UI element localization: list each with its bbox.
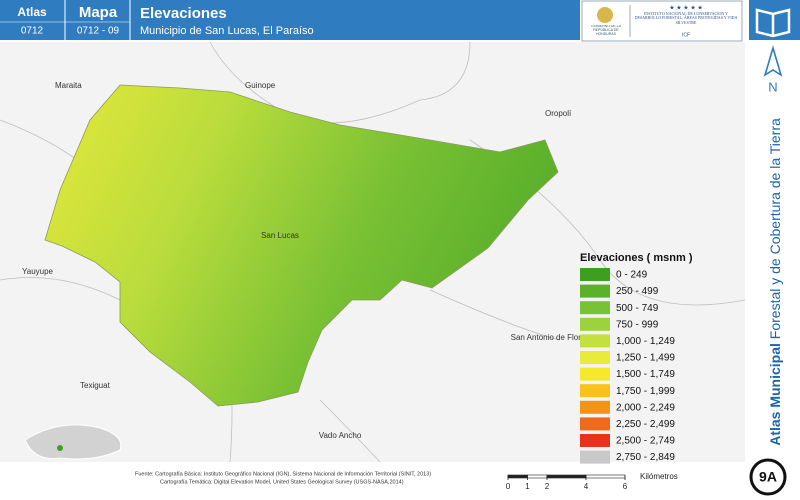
book-icon xyxy=(755,8,791,38)
scale-segment xyxy=(527,474,548,479)
legend-swatch xyxy=(580,284,610,298)
logo-right: INSTITUTO NACIONAL DE CONSERVACIÓN Y DES… xyxy=(634,12,738,25)
legend-title: Elevaciones ( msnm ) xyxy=(580,252,693,264)
place-label: Maraita xyxy=(55,81,82,90)
logo-left: GOBIERNO DE LA REPÚBLICA DE HONDURAS xyxy=(591,25,621,36)
legend-label: 2,500 - 2,749 xyxy=(616,436,675,447)
legend-swatch xyxy=(580,367,610,381)
logo-right-frame: INSTITUTO NACIONAL DE CONSERVACIÓN Y DES… xyxy=(634,12,738,25)
place-label: San Lucas xyxy=(261,231,299,240)
legend-label: 500 - 749 xyxy=(616,303,659,314)
legend-label: 2,750 - 2,849 xyxy=(616,452,675,463)
legend-swatch xyxy=(580,334,610,348)
legend-label: 250 - 499 xyxy=(616,286,659,297)
scale-bar: 0 1 2 4 6 Kilómetros xyxy=(506,472,678,491)
place-label: Yauyupe xyxy=(22,267,54,276)
atlas-vertical-title: Atlas Municipal Forestal y de Cobertura … xyxy=(767,118,783,446)
scale-tick-label: 0 xyxy=(506,482,511,491)
inset-location xyxy=(57,445,63,451)
atlas-code: 0712 xyxy=(21,26,44,37)
north-label: N xyxy=(768,79,777,94)
legend-label: 1,500 - 1,749 xyxy=(616,369,675,380)
legend-swatch xyxy=(580,417,610,431)
legend-label: 750 - 999 xyxy=(616,319,659,330)
header-bar xyxy=(0,0,580,40)
scale-segment xyxy=(585,474,626,479)
legend-swatch xyxy=(580,450,610,464)
legend-swatch xyxy=(580,384,610,398)
municipality-area xyxy=(44,84,559,407)
legend-swatch xyxy=(580,268,610,281)
legend-swatch xyxy=(580,317,610,331)
legend-label: 2,250 - 2,499 xyxy=(616,419,675,430)
logo-stars: ★ ★ ★ ★ ★ xyxy=(669,5,703,12)
map-subtitle: Municipio de San Lucas, El Paraíso xyxy=(140,25,314,37)
legend-label: 1,250 - 1,499 xyxy=(616,353,675,364)
map-label: Mapa xyxy=(79,4,118,21)
legend-swatch xyxy=(580,301,610,315)
map-code: 0712 - 09 xyxy=(77,26,120,37)
legend: 0 - 249 250 - 499 500 - 749 750 - 999 1,000 … xyxy=(580,268,675,464)
logo-left-frame: GOBIERNO DE LA REPÚBLICA DE HONDURAS xyxy=(591,25,621,36)
sheet-number: 9A xyxy=(759,469,777,485)
legend-label: 2,000 - 2,249 xyxy=(616,402,675,413)
scale-segment xyxy=(507,474,528,479)
scale-unit: Kilómetros xyxy=(640,472,678,481)
map-title: Elevaciones xyxy=(140,5,227,22)
legend-label: 1,750 - 1,999 xyxy=(616,386,675,397)
scale-segment xyxy=(546,474,587,479)
north-arrow xyxy=(763,45,783,77)
scale-tick-label: 1 xyxy=(525,482,530,491)
place-label: Vado Ancho xyxy=(319,431,362,440)
legend-swatch xyxy=(580,434,610,447)
inset-map xyxy=(24,424,122,460)
atlas-bold: Atlas Municipal xyxy=(767,343,783,446)
place-label: Texiguat xyxy=(80,381,111,390)
place-label: San Antonio de Flores xyxy=(511,333,590,342)
sheet-badge xyxy=(749,458,787,496)
legend-swatch xyxy=(580,400,610,414)
logo-emblem xyxy=(597,7,613,23)
place-label: Oropolí xyxy=(545,109,572,118)
scale-tick-label: 6 xyxy=(623,482,628,491)
source-line: Fuente: Cartografía Básica: Instituto Ge… xyxy=(135,471,431,477)
logo-acronym: ICF xyxy=(682,32,690,38)
source-line: Cartografía Temática: Digital Elevation … xyxy=(160,479,404,485)
atlas-rest: Forestal y de Cobertura de la Tierra xyxy=(767,118,783,339)
scale-tick-label: 2 xyxy=(545,482,550,491)
legend-label: 1,000 - 1,249 xyxy=(616,336,675,347)
legend-swatch xyxy=(580,351,610,364)
place-label: Guinope xyxy=(245,81,276,90)
scale-tick-label: 4 xyxy=(584,482,589,491)
atlas-label: Atlas xyxy=(17,5,47,19)
legend-label: 0 - 249 xyxy=(616,270,648,281)
